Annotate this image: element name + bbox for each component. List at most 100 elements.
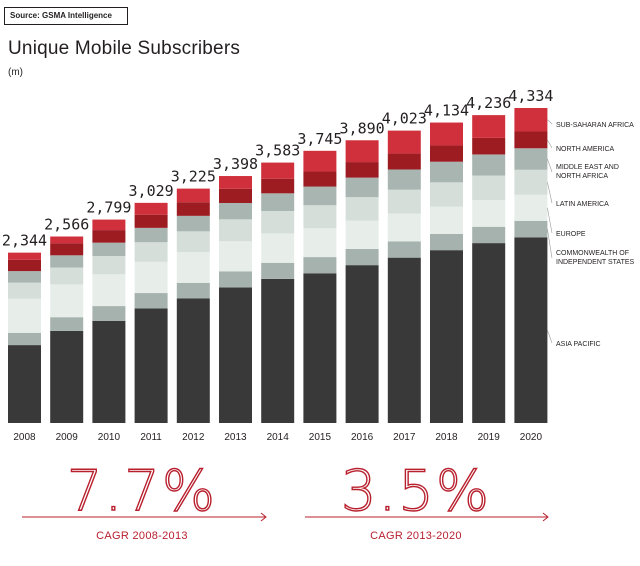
- x-tick-label: 2016: [351, 432, 374, 443]
- bar-segment-europe: [261, 233, 295, 263]
- bar-segment-latin_america: [219, 219, 252, 242]
- total-label: 3,398: [213, 155, 258, 173]
- bar-segment-asia_pacific: [92, 320, 126, 423]
- bar-segment-cis: [472, 226, 506, 244]
- legend-leader-line: [547, 119, 553, 125]
- total-label: 2,344: [2, 232, 47, 250]
- bar-segment-europe: [176, 252, 210, 283]
- bar-segment-cis: [176, 282, 210, 299]
- bar-segment-sub_saharan_africa: [176, 188, 210, 203]
- bar-segment-sub_saharan_africa: [345, 140, 379, 163]
- bar-segment-latin_america: [430, 182, 463, 207]
- legend-leader-line: [547, 229, 553, 259]
- bar-segment-asia_pacific: [50, 330, 84, 423]
- total-label: 2,799: [86, 199, 131, 217]
- x-tick-label: 2015: [309, 432, 332, 443]
- bar-segment-asia_pacific: [8, 345, 41, 423]
- bar-segment-north_america: [345, 162, 379, 178]
- bar-segment-latin_america: [514, 169, 548, 195]
- bar-segment-middle_east_north_africa: [387, 169, 421, 190]
- source-note: Source: GSMA Intelligence: [4, 7, 128, 25]
- total-label: 4,134: [424, 102, 469, 120]
- bar-segment-cis: [219, 271, 252, 288]
- bar-segment-middle_east_north_africa: [430, 161, 463, 183]
- bar-segment-europe: [92, 274, 126, 307]
- bar-segment-cis: [430, 233, 463, 251]
- legend-label-middle_east_north_africa: MIDDLE EAST AND NORTH AFRICA: [556, 164, 619, 180]
- bar-segment-sub_saharan_africa: [8, 252, 41, 260]
- bar-segment-middle_east_north_africa: [261, 193, 295, 211]
- bar-segment-cis: [50, 317, 84, 331]
- bar-segment-cis: [261, 262, 295, 279]
- bar-segment-sub_saharan_africa: [261, 162, 295, 179]
- bar-segment-latin_america: [8, 282, 41, 299]
- bar-segment-north_america: [134, 214, 168, 228]
- bar-segment-middle_east_north_africa: [176, 215, 210, 232]
- legend-label-sub_saharan_africa: SUB-SAHARAN AFRICA: [556, 122, 634, 129]
- x-tick-label: 2020: [520, 432, 543, 443]
- bar-segment-sub_saharan_africa: [303, 150, 337, 172]
- bar-segment-middle_east_north_africa: [219, 202, 252, 220]
- bar-segment-asia_pacific: [345, 265, 379, 423]
- bar-segment-north_america: [387, 153, 421, 170]
- x-tick-label: 2012: [182, 432, 205, 443]
- cagr-arrow-right-head: [542, 512, 549, 522]
- bar-segment-latin_america: [387, 189, 421, 214]
- bar-segment-latin_america: [92, 255, 126, 275]
- legend-label-asia_pacific: ASIA PACIFIC: [556, 341, 601, 348]
- bar-segment-sub_saharan_africa: [92, 219, 126, 231]
- total-label: 4,334: [508, 87, 553, 105]
- total-label: 4,023: [382, 110, 427, 128]
- bar-segment-asia_pacific: [514, 237, 548, 423]
- total-label: 3,583: [255, 142, 300, 160]
- bar-segment-cis: [514, 220, 548, 238]
- bar-segment-middle_east_north_africa: [134, 227, 168, 243]
- x-tick-label: 2008: [13, 432, 36, 443]
- bar-segment-north_america: [50, 243, 84, 256]
- bar-segment-sub_saharan_africa: [50, 236, 84, 244]
- total-label: 3,745: [297, 130, 342, 148]
- bar-segment-middle_east_north_africa: [514, 148, 548, 170]
- bar-segment-middle_east_north_africa: [472, 154, 506, 176]
- unit-label: (m): [8, 67, 23, 78]
- bar-segment-europe: [134, 261, 168, 294]
- bar-segment-sub_saharan_africa: [430, 122, 463, 146]
- legend-leader-line: [547, 182, 553, 204]
- cagr-value-left: 7.7%: [66, 459, 218, 524]
- x-tick-label: 2019: [478, 432, 501, 443]
- bar-segment-sub_saharan_africa: [387, 130, 421, 154]
- bar-segment-north_america: [176, 202, 210, 216]
- x-tick-label: 2009: [56, 432, 79, 443]
- bar-segment-europe: [8, 298, 41, 333]
- cagr-value-right: 3.5%: [340, 459, 492, 524]
- bar-segment-latin_america: [472, 175, 506, 201]
- bar-segment-cis: [134, 293, 168, 309]
- bar-segment-north_america: [430, 145, 463, 162]
- bar-segment-europe: [472, 200, 506, 227]
- bar-segment-europe: [303, 228, 337, 258]
- bar-segment-sub_saharan_africa: [514, 108, 548, 132]
- bar-segment-north_america: [261, 178, 295, 194]
- x-tick-label: 2010: [98, 432, 121, 443]
- total-label: 4,236: [466, 94, 511, 112]
- bar-segment-middle_east_north_africa: [50, 255, 84, 268]
- total-label: 3,890: [340, 119, 385, 137]
- bar-segment-latin_america: [303, 205, 337, 229]
- x-tick-label: 2017: [393, 432, 416, 443]
- bar-segment-north_america: [92, 230, 126, 243]
- chart-title: Unique Mobile Subscribers: [8, 38, 241, 59]
- bar-segment-sub_saharan_africa: [472, 115, 506, 138]
- bar-segment-middle_east_north_africa: [8, 271, 41, 283]
- total-label: 3,225: [171, 168, 216, 186]
- bar-segment-cis: [345, 248, 379, 266]
- legend-leader-line: [547, 139, 553, 149]
- x-tick-label: 2011: [140, 432, 162, 443]
- bar-segment-cis: [92, 306, 126, 321]
- bar-segment-cis: [303, 257, 337, 274]
- cagr-label-left: CAGR 2008-2013: [96, 530, 188, 542]
- bar-segment-asia_pacific: [219, 287, 252, 423]
- bar-segment-europe: [430, 206, 463, 234]
- x-tick-label: 2014: [267, 432, 290, 443]
- bar-segment-cis: [8, 332, 41, 346]
